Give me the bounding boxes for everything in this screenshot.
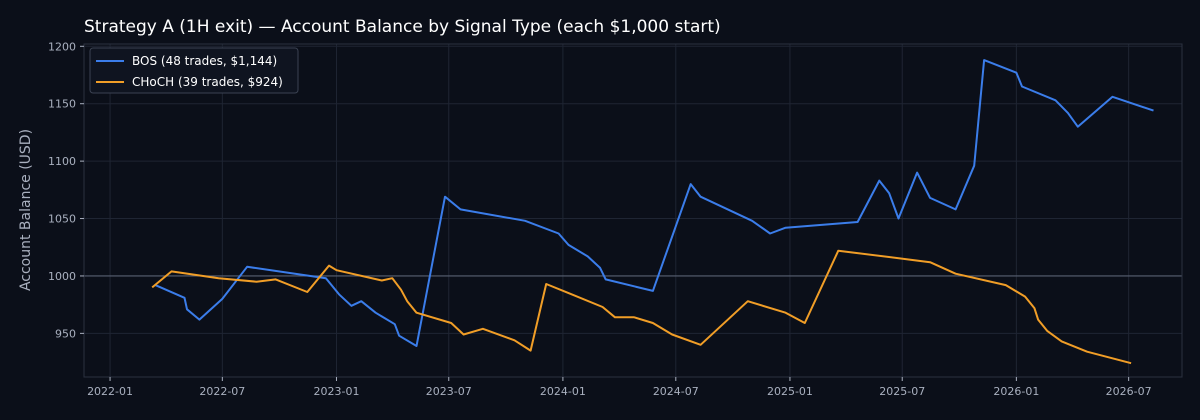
x-tick-label: 2026-01 [993,385,1039,398]
series-line-0 [154,59,1154,347]
series-line-1 [151,249,1132,365]
grid-layer [84,44,1182,377]
y-tick-label: 950 [55,327,76,340]
legend-label: BOS (48 trades, $1,144) [132,54,277,68]
x-tick-label: 2023-01 [313,385,359,398]
y-tick-label: 1000 [48,270,76,283]
y-axis: 950 1000 1050 1100 1150 1200 [48,40,84,340]
y-tick-label: 1200 [48,40,76,53]
legend-box [89,47,299,94]
x-tick-label: 2023-07 [426,385,472,398]
legend-label: CHoCH (39 trades, $924) [132,75,283,89]
x-tick-label: 2025-07 [879,385,925,398]
x-axis: 2022-01 2022-07 2023-01 2023-07 2024-01 2024-… [87,377,1152,398]
x-tick-label: 2026-07 [1106,385,1152,398]
x-tick-label: 2025-01 [767,385,813,398]
y-tick-label: 1100 [48,155,76,168]
y-tick-label: 1050 [48,213,76,226]
x-tick-label: 2024-07 [653,385,699,398]
legend: BOS (48 trades, $1,144) CHoCH (39 trades,… [89,47,299,94]
chart-title: Strategy A (1H exit) — Account Balance b… [84,17,721,37]
plot-frame [83,43,1183,378]
x-tick-label: 2022-01 [87,385,133,398]
x-tick-label: 2022-07 [199,385,245,398]
y-tick-label: 1150 [48,98,76,111]
x-tick-label: 2024-01 [540,385,586,398]
series-layer [151,59,1154,365]
y-axis-label: Account Balance (USD) [18,129,34,291]
